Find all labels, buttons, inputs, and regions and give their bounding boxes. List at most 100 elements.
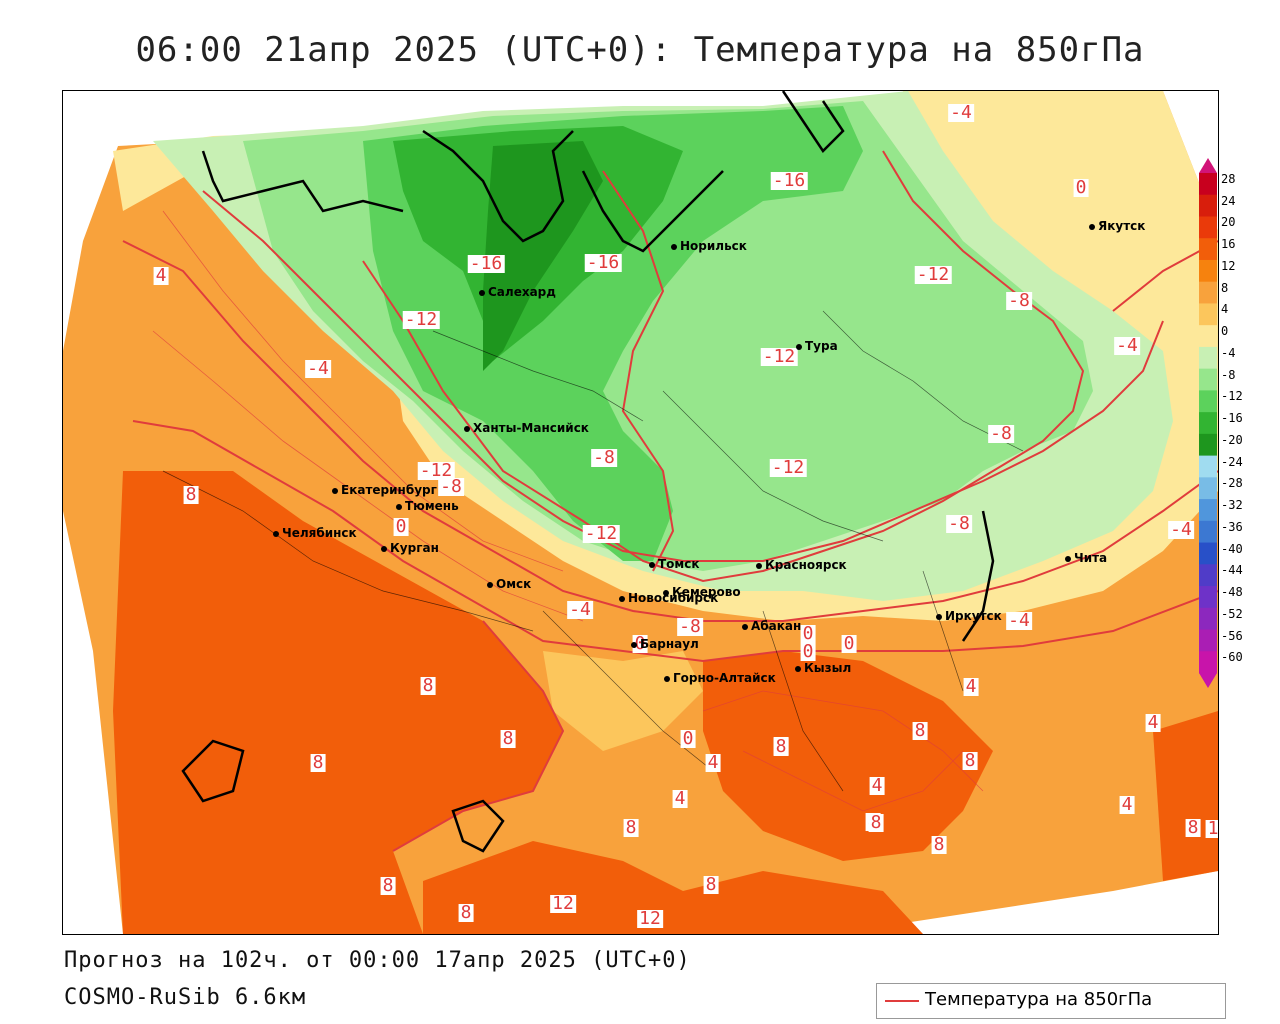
city-name: Барнаул bbox=[640, 637, 699, 651]
field-orange-sw bbox=[113, 471, 563, 934]
coastlines bbox=[181, 91, 995, 853]
forecast-info: Прогноз на 102ч. от 00:00 17апр 2025 (UT… bbox=[64, 948, 691, 973]
city-name: Чита bbox=[1074, 551, 1108, 565]
colorbar-tick-label: -16 bbox=[1221, 411, 1243, 426]
contour-label: 4 bbox=[1145, 712, 1161, 733]
city-dot bbox=[396, 503, 402, 510]
city-5: Ханты-Мансийск bbox=[464, 421, 589, 435]
contour-label: -4 bbox=[1006, 610, 1032, 631]
city-7: Тюмень bbox=[396, 499, 459, 513]
city-name: Норильск bbox=[680, 239, 747, 253]
colorbar-band bbox=[1199, 194, 1217, 217]
city-name: Ханты-Мансийск bbox=[473, 421, 589, 435]
city-dot bbox=[663, 589, 669, 596]
field-orange-s bbox=[423, 841, 923, 934]
contour-label: -4 bbox=[1168, 519, 1194, 540]
city-dot bbox=[464, 425, 470, 432]
contour-label: 4 bbox=[672, 788, 688, 809]
colorbar-band bbox=[1199, 173, 1217, 196]
colorbar-band bbox=[1199, 325, 1217, 348]
contour-label: -8 bbox=[591, 447, 617, 468]
city-dot bbox=[487, 581, 493, 588]
city-name: Омск bbox=[496, 577, 532, 591]
contour-label: 0 bbox=[1073, 177, 1089, 198]
colorbar-tick-label: 28 bbox=[1221, 172, 1236, 186]
colorbar-band bbox=[1199, 499, 1217, 522]
colorbar-band bbox=[1199, 346, 1217, 370]
contour-label: 12 bbox=[550, 893, 576, 914]
city-dot bbox=[479, 289, 485, 296]
city-14: Красноярск bbox=[756, 558, 847, 572]
colorbar-top-arrow bbox=[1199, 158, 1217, 173]
city-dot bbox=[619, 595, 625, 602]
city-name: Екатеринбург bbox=[341, 483, 437, 497]
colorbar-tick-label: -20 bbox=[1221, 432, 1243, 447]
colorbar-band bbox=[1199, 281, 1217, 304]
contour-label: 8 bbox=[703, 874, 719, 895]
colorbar-tick-label: -4 bbox=[1221, 345, 1236, 360]
colorbar-tick-label: -8 bbox=[1221, 367, 1236, 382]
city-dot bbox=[381, 545, 387, 552]
city-dot bbox=[649, 561, 655, 568]
contour-label: 0 bbox=[393, 516, 409, 537]
colorbar-band bbox=[1199, 259, 1217, 283]
contour-label: 4 bbox=[963, 676, 979, 697]
contour-label: -12 bbox=[402, 309, 440, 330]
colorbar-tick-label: 12 bbox=[1221, 258, 1236, 273]
contour-label: -12 bbox=[914, 264, 952, 285]
colorbar-tick-label: -12 bbox=[1221, 389, 1243, 404]
contour-label: -16 bbox=[584, 252, 622, 273]
colorbar-band bbox=[1199, 238, 1217, 261]
contour-label: 8 bbox=[310, 752, 326, 773]
city-6: Екатеринбург bbox=[332, 483, 437, 497]
legend-line-swatch bbox=[885, 1000, 919, 1002]
city-dot bbox=[631, 641, 637, 648]
colorbar-tick-label: -60 bbox=[1221, 650, 1243, 665]
field-green-darkest bbox=[483, 141, 603, 371]
city-dot bbox=[671, 243, 677, 250]
colorbar-tick-label: -48 bbox=[1221, 585, 1243, 600]
colorbar-tick-label: 24 bbox=[1221, 193, 1236, 208]
colorbar-band bbox=[1199, 564, 1217, 587]
contour-label: -8 bbox=[946, 513, 972, 534]
contour-label: -4 bbox=[305, 358, 331, 379]
colorbar-tick-label: -36 bbox=[1221, 519, 1243, 534]
colorbar-band bbox=[1199, 433, 1217, 457]
city-dot bbox=[756, 562, 762, 569]
colorbar-tick-label: -44 bbox=[1221, 563, 1243, 578]
contour-label: 8 bbox=[420, 675, 436, 696]
city-dot bbox=[664, 675, 670, 682]
colorbar-band bbox=[1199, 607, 1217, 631]
city-15: Барнаул bbox=[631, 637, 699, 651]
city-name: Курган bbox=[390, 541, 439, 555]
contour-label: 1 bbox=[1205, 818, 1219, 839]
city-11: Новосибирск bbox=[619, 591, 718, 605]
contour-label: 4 bbox=[1119, 794, 1135, 815]
map-title: 06:00 21апр 2025 (UTC+0): Температура на… bbox=[135, 30, 1145, 70]
contour-label: 8 bbox=[623, 817, 639, 838]
city-dot bbox=[273, 530, 279, 537]
colorbar-band bbox=[1199, 542, 1217, 565]
colorbar-band bbox=[1199, 455, 1217, 478]
city-12: Томск bbox=[649, 557, 700, 571]
contour-label: 0 bbox=[800, 641, 816, 662]
city-name: Иркутск bbox=[945, 609, 1002, 623]
city-name: Тюмень bbox=[405, 499, 459, 513]
city-16: Абакан bbox=[742, 619, 801, 633]
colorbar bbox=[1199, 158, 1217, 688]
colorbar-tick-label: 0 bbox=[1221, 324, 1229, 339]
city-2: Норильск bbox=[671, 239, 747, 253]
city-name: Салехард bbox=[488, 285, 556, 299]
colorbar-tick-label: 8 bbox=[1221, 280, 1229, 295]
city-name: Красноярск bbox=[765, 558, 847, 572]
city-1: Якутск bbox=[1089, 219, 1145, 233]
colorbar-band bbox=[1199, 368, 1217, 391]
contour-label: 4 bbox=[869, 775, 885, 796]
city-name: Томск bbox=[658, 557, 700, 571]
contour-label: -16 bbox=[467, 253, 505, 274]
city-name: Кызыл bbox=[804, 661, 852, 675]
city-name: Якутск bbox=[1098, 219, 1146, 233]
contour-label: 0 bbox=[680, 728, 696, 749]
contour-label: 0 bbox=[632, 633, 648, 654]
colorbar-tick-label: -52 bbox=[1221, 606, 1243, 621]
